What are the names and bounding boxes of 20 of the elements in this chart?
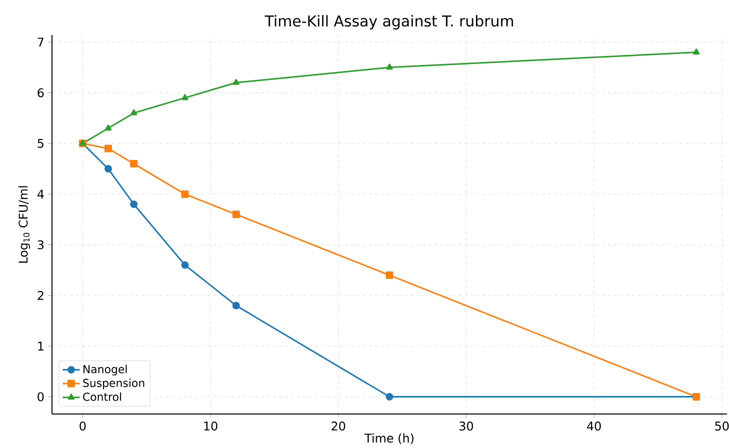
x-tick-label: 30: [460, 422, 474, 431]
x-axis-title: Time (h): [364, 433, 414, 444]
x-tick-label: 40: [587, 422, 601, 431]
x-tick-label: 20: [332, 422, 346, 431]
y-tick-label: 1: [38, 342, 44, 350]
y-tick-label: 4: [37, 190, 44, 198]
y-tick-label: 3: [38, 240, 44, 250]
x-tick-label: 50: [715, 422, 729, 431]
legend-label: Suspension: [83, 378, 144, 390]
x-tick-label: 10: [204, 422, 218, 431]
y-tick-label: 5: [38, 138, 44, 148]
y-tick-label: 2: [38, 290, 44, 300]
y-axis-title: Log$_{10}$ CFU/ml: [18, 186, 30, 263]
legend-label: Nanogel: [84, 364, 127, 376]
legend-label: Control: [83, 392, 122, 401]
x-tick-label: 0: [80, 422, 86, 431]
y-tick-label: 0: [38, 392, 44, 402]
chart-title: Time-Kill Assay against T. rubrum: [264, 15, 513, 30]
y-tick-label: 6: [38, 88, 44, 98]
y-tick-label: 7: [38, 38, 44, 46]
